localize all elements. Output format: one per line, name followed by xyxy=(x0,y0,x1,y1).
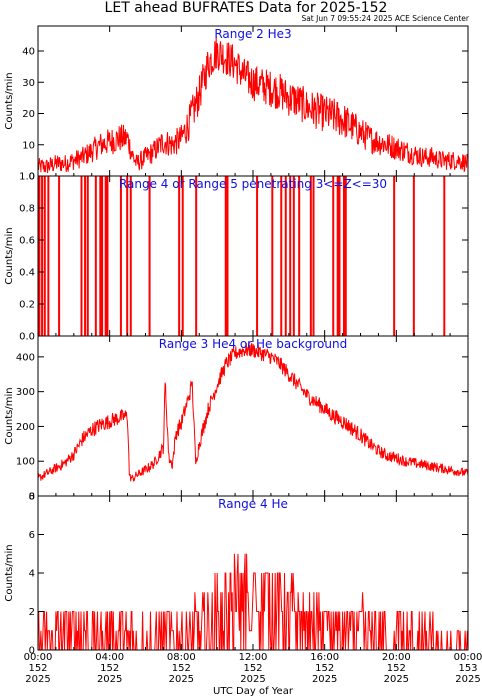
y-tick-label-3: 0 xyxy=(29,492,35,503)
y-tick-label-3: 200 xyxy=(16,422,35,433)
y-tick-label-4: 8 xyxy=(29,492,35,503)
y-axis-label-2: Counts/min xyxy=(4,227,15,284)
y-tick-label-1: 20 xyxy=(22,109,35,120)
x-axis-labels: 00:00152202504:00152202508:00152202512:0… xyxy=(24,652,482,685)
panel-title-1: Range 2 He3 xyxy=(214,27,291,41)
y-tick-label-2: 0.2 xyxy=(19,300,35,311)
x-tick-label-year: 2025 xyxy=(169,674,194,685)
x-tick-label-doy: 153 xyxy=(458,663,477,674)
y-tick-label-4: 0 xyxy=(29,646,35,657)
x-tick-label-time: 08:00 xyxy=(167,652,196,663)
series-line-panel-3 xyxy=(37,342,469,482)
figure-title: LET ahead BUFRATES Data for 2025-152 xyxy=(105,0,388,16)
y-tick-label-2: 0.4 xyxy=(19,268,35,279)
x-tick-label-time: 16:00 xyxy=(310,652,339,663)
x-tick-label-time: 04:00 xyxy=(95,652,124,663)
y-tick-label-1: 40 xyxy=(22,47,35,58)
y-tick-label-3: 300 xyxy=(16,387,35,398)
panel-4: 0 2 4 6 8 Counts/min Range 4 He xyxy=(4,492,469,657)
y-tick-label-1: 30 xyxy=(22,78,35,89)
timestamp-stamp: Sat Jun 7 09:55:24 2025 ACE Science Cent… xyxy=(301,14,469,23)
panel-1: 0 10 20 30 40 Counts/min Range 2 He3 xyxy=(4,25,469,183)
panel-title-3: Range 3 He4 or He background xyxy=(159,337,347,351)
x-tick-label-doy: 152 xyxy=(315,663,334,674)
y-tick-label-4: 4 xyxy=(29,569,35,580)
x-tick-label-time: 20:00 xyxy=(382,652,411,663)
x-tick-label-time: 00:00 xyxy=(24,652,53,663)
y-tick-label-2: 0.6 xyxy=(19,236,35,247)
panel-3: 0 100 200 300 400 Counts/min Range 3 He4 or He… xyxy=(4,335,469,503)
x-tick-label-doy: 152 xyxy=(172,663,191,674)
y-tick-label-1: 10 xyxy=(22,140,35,151)
y-tick-label-4: 2 xyxy=(29,607,35,618)
series-line-panel-4 xyxy=(38,553,469,651)
series-line-panel-1 xyxy=(37,36,469,174)
x-tick-label-doy: 152 xyxy=(100,663,119,674)
y-tick-label-3: 400 xyxy=(16,352,35,363)
y-tick-label-2: 0.0 xyxy=(19,332,35,343)
y-tick-label-2: 0.8 xyxy=(19,204,35,215)
x-tick-label-year: 2025 xyxy=(25,674,50,685)
y-tick-label-3: 100 xyxy=(16,457,35,468)
y-tick-label-2: 1.0 xyxy=(19,172,35,183)
x-tick-label-year: 2025 xyxy=(384,674,409,685)
y-tick-label-4: 6 xyxy=(29,530,35,541)
x-tick-label-time: 12:00 xyxy=(239,652,268,663)
panel-2: 0.0 0.2 0.4 0.6 0.8 1.0 Counts/min Range 4 or R… xyxy=(4,172,469,343)
x-tick-label-year: 2025 xyxy=(97,674,122,685)
x-tick-label-time: 00:00 xyxy=(454,652,482,663)
x-tick-label-year: 2025 xyxy=(240,674,265,685)
x-tick-label-doy: 152 xyxy=(387,663,406,674)
x-tick-label-doy: 152 xyxy=(28,663,47,674)
y-axis-label-3: Counts/min xyxy=(4,387,15,444)
y-tick-label-1: 0 xyxy=(29,172,35,183)
x-tick-label-doy: 152 xyxy=(243,663,262,674)
x-axis-title: UTC Day of Year xyxy=(213,686,294,697)
panel-title-4: Range 4 He xyxy=(218,497,288,511)
y-axis-label-1: Counts/min xyxy=(4,72,15,129)
x-tick-label-year: 2025 xyxy=(455,674,480,685)
panel-title-2: Range 4 or Range 5 penetrating 3<=Z<=30 xyxy=(119,177,387,191)
x-tick-label-year: 2025 xyxy=(312,674,337,685)
y-axis-label-4: Counts/min xyxy=(4,544,15,601)
